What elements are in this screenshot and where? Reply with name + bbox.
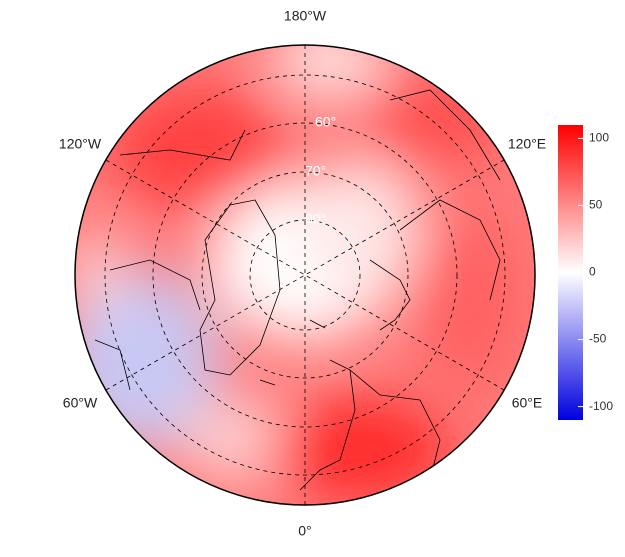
field [75, 45, 535, 505]
parallel-label: 80° [305, 211, 326, 227]
meridian-label: 0° [298, 523, 311, 539]
colorbar-tick-label: -50 [589, 332, 607, 346]
colorbar-tick-label: -100 [589, 399, 613, 413]
meridian-label: 180°W [284, 8, 327, 24]
colorbar-tick-label: 50 [589, 198, 603, 212]
coastlines [94, 89, 501, 491]
colorbar-tick-label: 0 [589, 265, 596, 279]
meridian-label: 60°E [512, 395, 543, 411]
meridian-label: 120°E [508, 136, 546, 152]
colorbar-tick-label: 100 [589, 131, 609, 145]
meridian-label: 60°W [63, 395, 98, 411]
parallel-label: 60° [315, 114, 336, 130]
parallel-label: 70° [305, 163, 326, 179]
graticule [104, 45, 506, 505]
meridian-label: 120°W [59, 136, 102, 152]
map-border [74, 44, 536, 506]
